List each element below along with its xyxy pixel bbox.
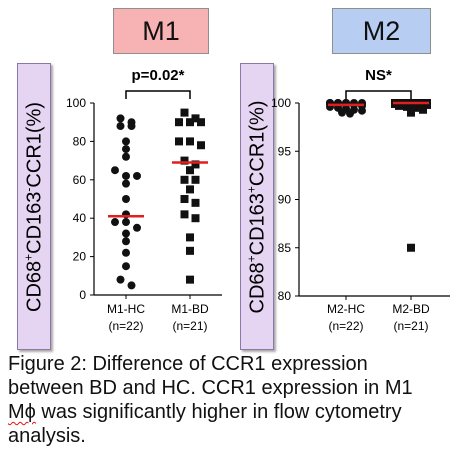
m1-data-point (133, 223, 141, 232)
m2-group-label-1: M2-BD (392, 302, 430, 316)
m1-y-axis-label-box: CD68+CD163-CCR1(%) (17, 63, 51, 350)
m1-y-tick-label: 100 (66, 96, 86, 110)
m2-y-tick-label: 95 (278, 144, 292, 158)
m2-y-tick-label: 80 (278, 289, 292, 303)
m2-y-tick-label: 90 (278, 193, 292, 207)
m1-data-point (122, 195, 130, 203)
m1-data-point (175, 118, 183, 127)
m1-significance-label: p=0.02* (132, 67, 185, 84)
m1-data-point (191, 175, 200, 184)
m1-data-point (122, 137, 130, 146)
m1-chart-panel: M1 CD68+CD163-CCR1(%) 0 20 40 60 80 100 p=0.02… (0, 0, 228, 350)
m1-data-point (175, 137, 183, 146)
m1-data-point (197, 118, 205, 127)
caption-line-3: Mϕ was significantly higher in flow cyto… (8, 400, 453, 424)
m1-data-point (186, 275, 194, 284)
caption-macrophage-symbol: Mϕ (8, 401, 36, 423)
m1-group-label-0: M1-HC (107, 302, 145, 316)
m1-group-n-label-0: (n=22) (108, 319, 143, 333)
m1-data-point (122, 248, 130, 257)
m2-data-point (407, 243, 415, 252)
caption-line-2: between BD and HC. CCR1 expression in M1 (8, 377, 413, 399)
m1-data-point (127, 281, 136, 290)
m2-group-n-label-1: (n=21) (393, 319, 428, 333)
m2-significance-bracket (345, 90, 412, 99)
m1-data-point (122, 179, 130, 188)
m1-data-point (180, 210, 189, 219)
caption-line-3-rest: was significantly higher in flow cytomet… (35, 401, 402, 423)
m1-data-point (122, 171, 130, 180)
m2-data-point (407, 108, 415, 117)
m1-data-point (116, 114, 125, 123)
caption-line-1: Figure 2: Difference of CCR1 expression (8, 353, 368, 375)
m2-significance-label: NS* (365, 67, 392, 84)
m1-data-point (111, 166, 119, 175)
m2-y-axis-label-box: CD68+CD163+CCR1(%) (240, 63, 274, 350)
m1-data-point (116, 122, 125, 131)
m2-y-tick-label: 100 (271, 96, 291, 110)
m2-group-label-0: M2-HC (327, 302, 365, 316)
m1-group-label-1: M1-BD (171, 302, 209, 316)
m2-data-point (338, 108, 346, 117)
m1-title-box: M1 (113, 8, 209, 54)
m1-y-tick-label: 20 (73, 250, 87, 264)
m1-data-point (116, 275, 125, 284)
m1-scatter-plot: 0 20 40 60 80 100 p=0.02* M1-HC (n=22) M1-BD (n=21… (66, 67, 222, 333)
m1-data-point (186, 137, 194, 146)
m1-data-point (191, 214, 200, 223)
m1-y-tick-label: 60 (73, 173, 87, 187)
m2-y-tick-label: 85 (278, 241, 292, 255)
m2-data-point (358, 106, 366, 115)
m1-data-point (122, 152, 130, 161)
m2-data-point (403, 102, 411, 111)
m2-data-point (395, 101, 403, 110)
m1-y-tick-label: 0 (79, 288, 86, 302)
m1-significance-bracket (125, 90, 191, 99)
m1-data-point (186, 246, 194, 255)
caption-line-4: analysis. (8, 425, 86, 447)
m1-data-point (186, 166, 194, 175)
m1-data-point (133, 171, 141, 180)
m1-data-point (122, 145, 130, 154)
m1-y-tick-label: 40 (73, 211, 87, 225)
m1-data-point (191, 160, 200, 169)
m1-data-point (127, 122, 136, 131)
m1-data-point (186, 233, 194, 242)
m2-chart-panel: M2 CD68+CD163+CCR1(%) 80 85 90 95 100 NS* M2-H… (228, 0, 457, 350)
figure-caption: Figure 2: Difference of CCR1 expression … (8, 352, 453, 448)
m1-data-point (191, 114, 200, 123)
m1-data-point (191, 198, 200, 207)
m1-data-point (122, 262, 130, 271)
m1-data-point (122, 237, 130, 246)
m1-data-point (180, 108, 189, 117)
m1-group-n-label-1: (n=21) (172, 319, 207, 333)
m1-data-point (180, 195, 189, 203)
m1-data-point (111, 218, 119, 227)
m1-y-tick-label: 80 (73, 134, 87, 148)
m1-data-point (197, 141, 205, 150)
m1-data-point (122, 229, 130, 238)
m2-group-n-label-0: (n=22) (328, 319, 363, 333)
m1-data-point (186, 185, 194, 194)
m2-data-point (411, 103, 419, 112)
m1-data-point (180, 156, 189, 165)
m2-data-point (423, 100, 431, 109)
m2-title-box: M2 (332, 8, 431, 54)
m1-data-point (122, 218, 130, 227)
m2-scatter-plot: 80 85 90 95 100 NS* M2-HC (n=22) M2-BD (n=21) (271, 67, 450, 333)
m1-data-point (180, 175, 189, 184)
m1-data-point (186, 118, 194, 127)
m2-data-point (346, 109, 354, 118)
m2-data-point (419, 105, 427, 114)
